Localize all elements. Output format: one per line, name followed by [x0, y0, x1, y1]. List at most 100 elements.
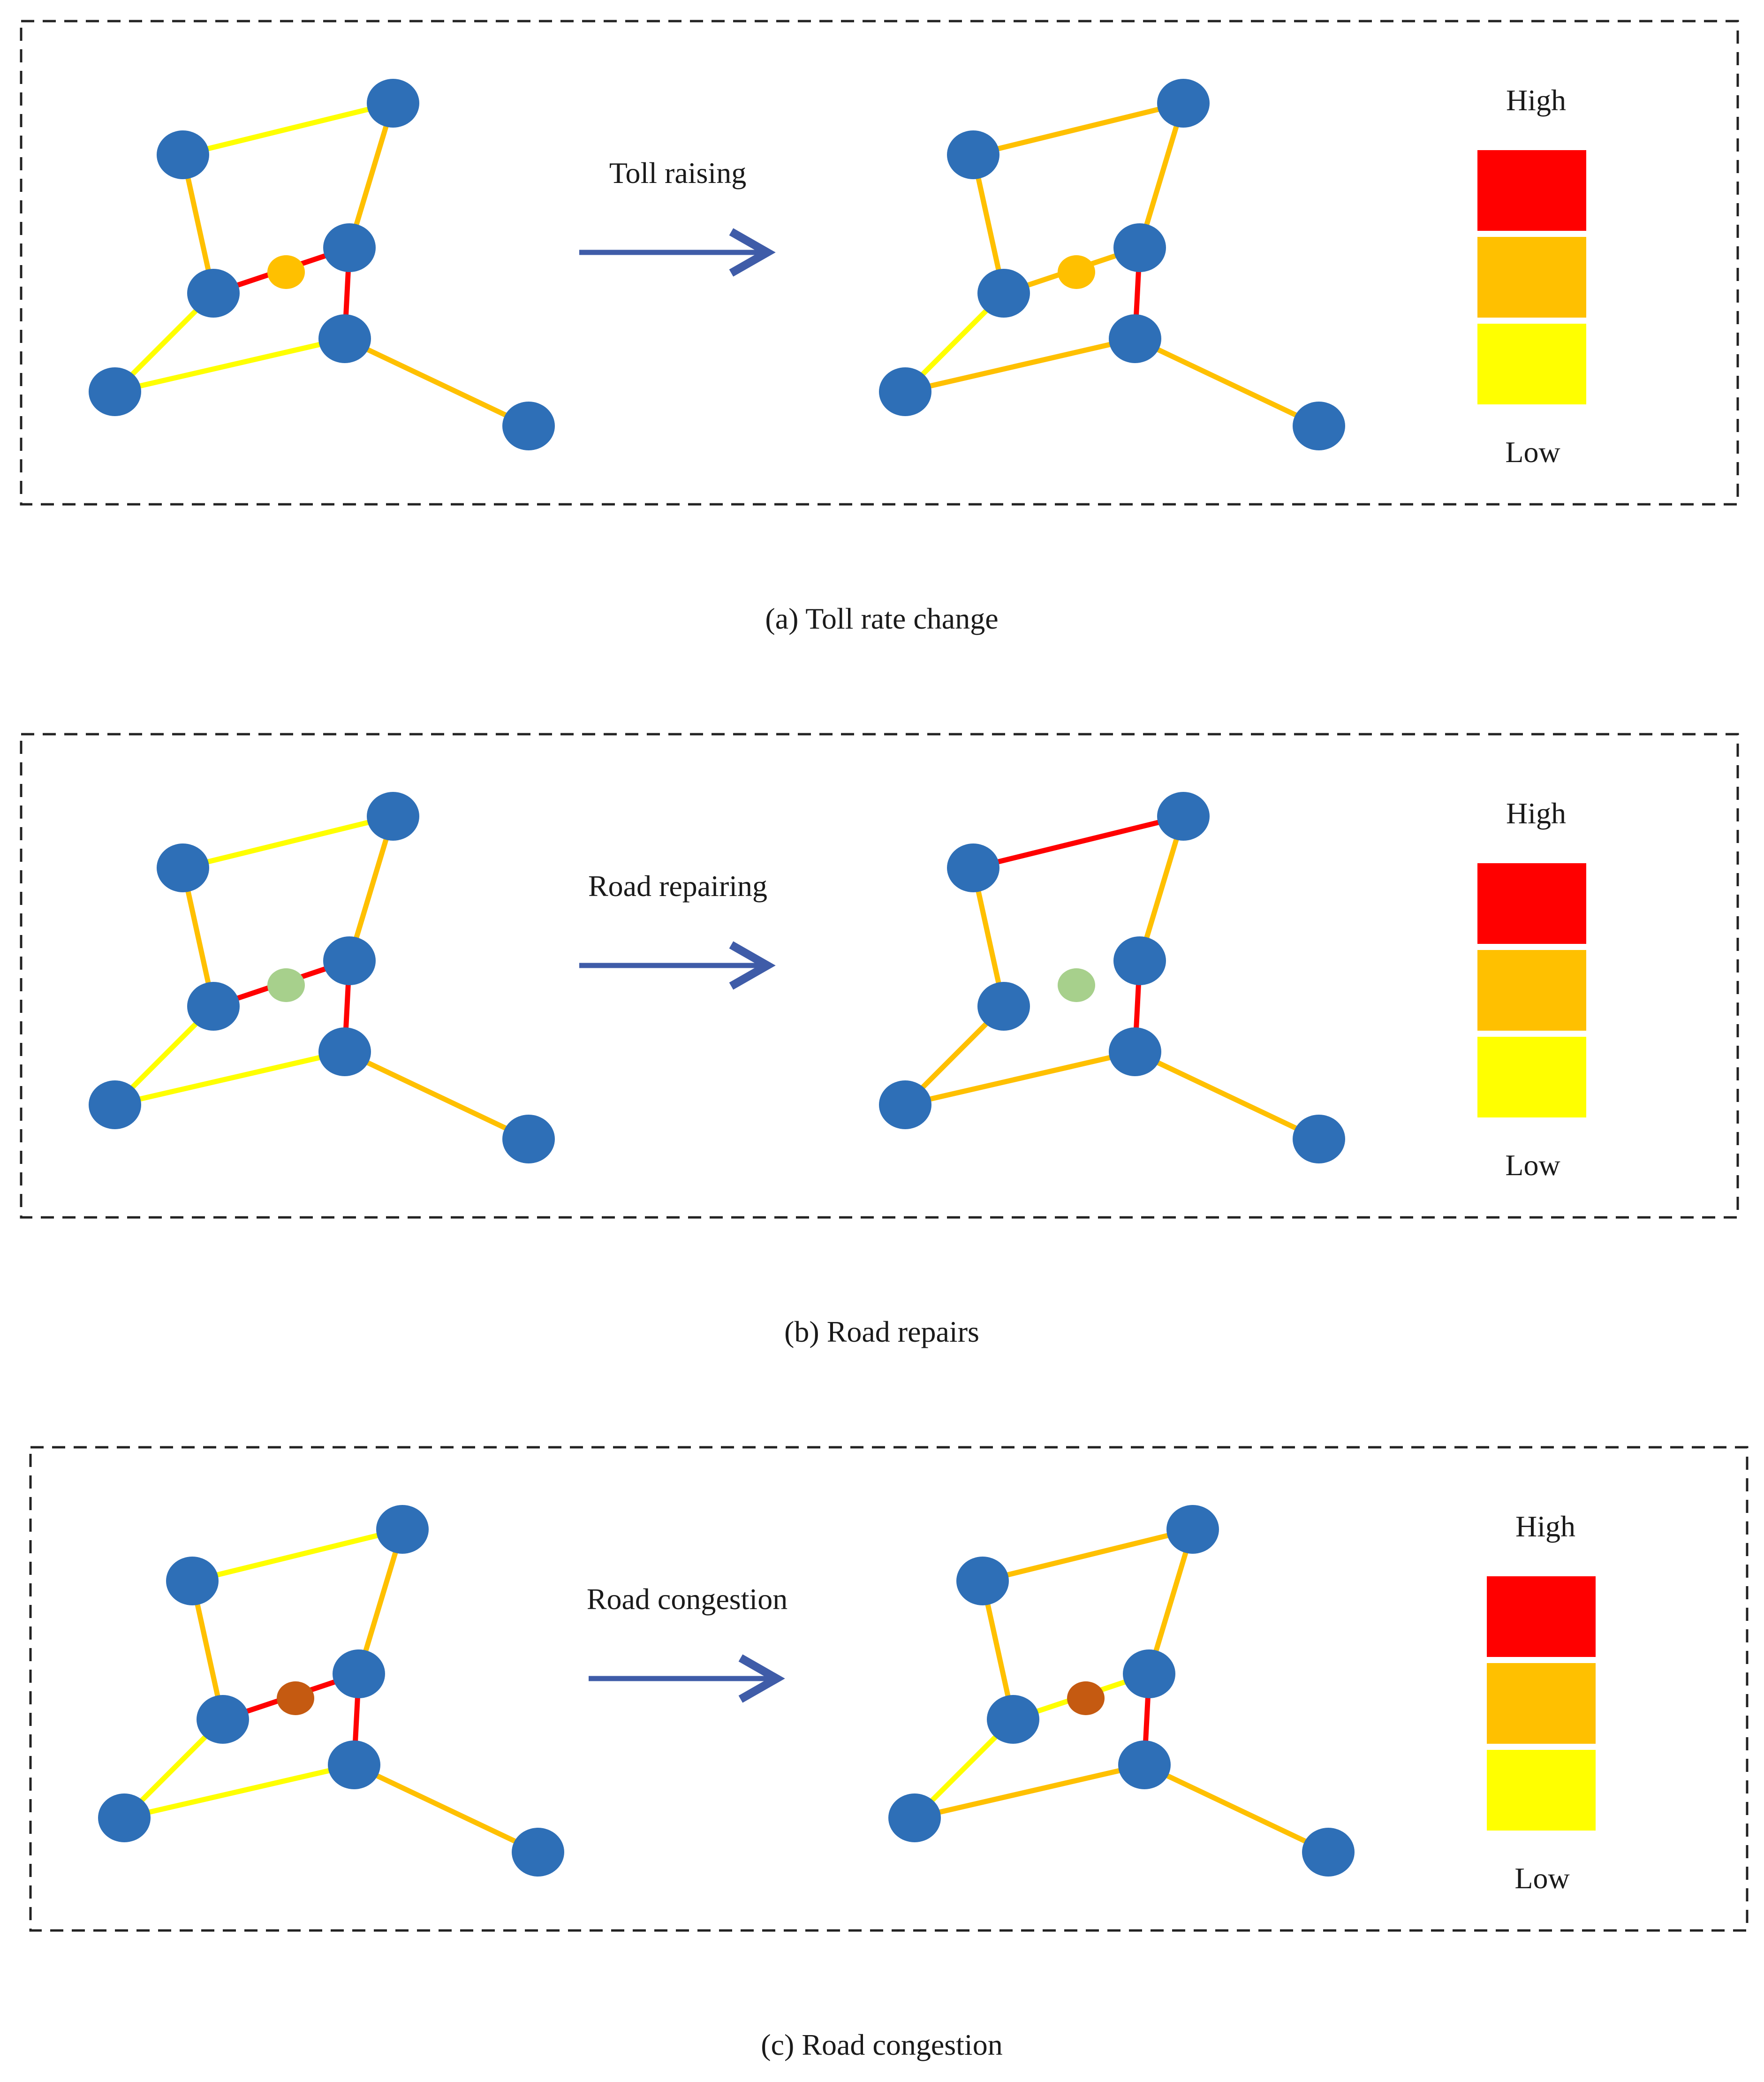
edge-right_upper	[1137, 813, 1186, 964]
edge-bottom	[912, 1762, 1147, 1821]
node-mr	[333, 1649, 385, 1698]
node-cn	[1118, 1740, 1171, 1789]
legend-high-label: High	[1506, 84, 1566, 117]
legend-high-label: High	[1515, 1510, 1575, 1543]
node-br	[1302, 1828, 1355, 1877]
mid-node	[1067, 1681, 1105, 1715]
edge-tail	[342, 1049, 531, 1142]
node-tr	[376, 1505, 429, 1554]
legend-swatch-high	[1487, 1576, 1596, 1657]
edge-tail	[342, 336, 531, 429]
panel-caption: (b) Road repairs	[784, 1315, 979, 1348]
action-label: Road congestion	[587, 1582, 787, 1616]
legend-swatch-medium	[1477, 950, 1586, 1031]
panel-caption: (c) Road congestion	[761, 2028, 1002, 2061]
node-mr	[323, 936, 376, 985]
node-bl	[98, 1793, 151, 1842]
edge-top	[180, 813, 396, 871]
mid-node	[1058, 255, 1095, 289]
mid-node	[267, 255, 305, 289]
legend: High Low	[1477, 84, 1586, 469]
legend-low-label: Low	[1505, 435, 1560, 469]
node-mr	[1113, 223, 1166, 272]
legend: High Low	[1487, 1510, 1596, 1895]
node-tr	[1166, 1505, 1219, 1554]
node-cn	[1109, 1027, 1161, 1076]
graph-after	[879, 79, 1345, 450]
action-label: Toll raising	[609, 156, 746, 190]
node-cn	[318, 1027, 371, 1076]
legend-swatch-high	[1477, 150, 1586, 231]
edge-right_upper	[347, 100, 396, 251]
graph-before	[89, 792, 555, 1163]
edge-right_upper	[356, 1527, 405, 1677]
edge-tail	[1142, 1762, 1331, 1855]
legend-swatch-low	[1477, 324, 1586, 404]
node-bl	[879, 1080, 931, 1129]
node-tr	[367, 79, 419, 128]
legend-swatch-low	[1487, 1750, 1596, 1831]
node-tl	[166, 1557, 219, 1605]
node-tl	[947, 130, 999, 179]
mid-node	[1058, 968, 1095, 1002]
edge-right_upper	[347, 813, 396, 964]
graph-after	[888, 1505, 1355, 1877]
node-cn	[328, 1740, 380, 1789]
node-br	[1293, 402, 1345, 450]
node-ml	[197, 1695, 249, 1744]
node-tl	[947, 843, 999, 892]
node-cn	[318, 314, 371, 363]
node-bl	[89, 367, 141, 416]
panel-c: Road congestion High Low	[29, 1446, 1749, 1932]
edge-bottom	[902, 1049, 1138, 1108]
panels-root: Toll raising High Low (a) Toll rate change R…	[20, 20, 1749, 2061]
edge-tail	[351, 1762, 541, 1855]
legend-swatch-medium	[1487, 1663, 1596, 1744]
node-br	[502, 402, 555, 450]
edge-bottom	[112, 336, 348, 395]
node-tr	[1157, 79, 1210, 128]
legend-swatch-medium	[1477, 237, 1586, 318]
node-ml	[187, 269, 240, 318]
node-bl	[879, 367, 931, 416]
node-mr	[1123, 1649, 1175, 1698]
edge-bottom	[121, 1762, 357, 1821]
node-bl	[888, 1793, 941, 1842]
node-br	[502, 1115, 555, 1163]
edge-tail	[1132, 1049, 1322, 1142]
action-label: Road repairing	[588, 869, 767, 903]
node-ml	[187, 982, 240, 1031]
edge-tail	[1132, 336, 1322, 429]
node-ml	[977, 982, 1030, 1031]
edge-right_upper	[1137, 100, 1186, 251]
node-tl	[956, 1557, 1009, 1605]
node-tl	[157, 130, 209, 179]
node-br	[512, 1828, 564, 1877]
panel-caption: (a) Toll rate change	[765, 602, 998, 635]
legend-high-label: High	[1506, 797, 1566, 830]
edge-top	[970, 813, 1186, 871]
edge-top	[189, 1527, 405, 1584]
legend-swatch-high	[1477, 863, 1586, 944]
node-tl	[157, 843, 209, 892]
node-mr	[323, 223, 376, 272]
legend-low-label: Low	[1505, 1148, 1560, 1182]
graph-after	[879, 792, 1345, 1163]
mid-node	[267, 968, 305, 1002]
node-br	[1293, 1115, 1345, 1163]
edge-bottom	[112, 1049, 348, 1108]
node-tr	[1157, 792, 1210, 841]
node-bl	[89, 1080, 141, 1129]
node-mr	[1113, 936, 1166, 985]
node-cn	[1109, 314, 1161, 363]
mid-node	[277, 1681, 314, 1715]
graph-before	[89, 79, 555, 450]
node-tr	[367, 792, 419, 841]
graph-before	[98, 1505, 564, 1877]
node-ml	[987, 1695, 1039, 1744]
edge-right_upper	[1146, 1527, 1196, 1677]
panel-b: Road repairing High Low	[20, 733, 1739, 1219]
legend-swatch-low	[1477, 1037, 1586, 1117]
edge-top	[180, 100, 396, 158]
edge-bottom	[902, 336, 1138, 395]
